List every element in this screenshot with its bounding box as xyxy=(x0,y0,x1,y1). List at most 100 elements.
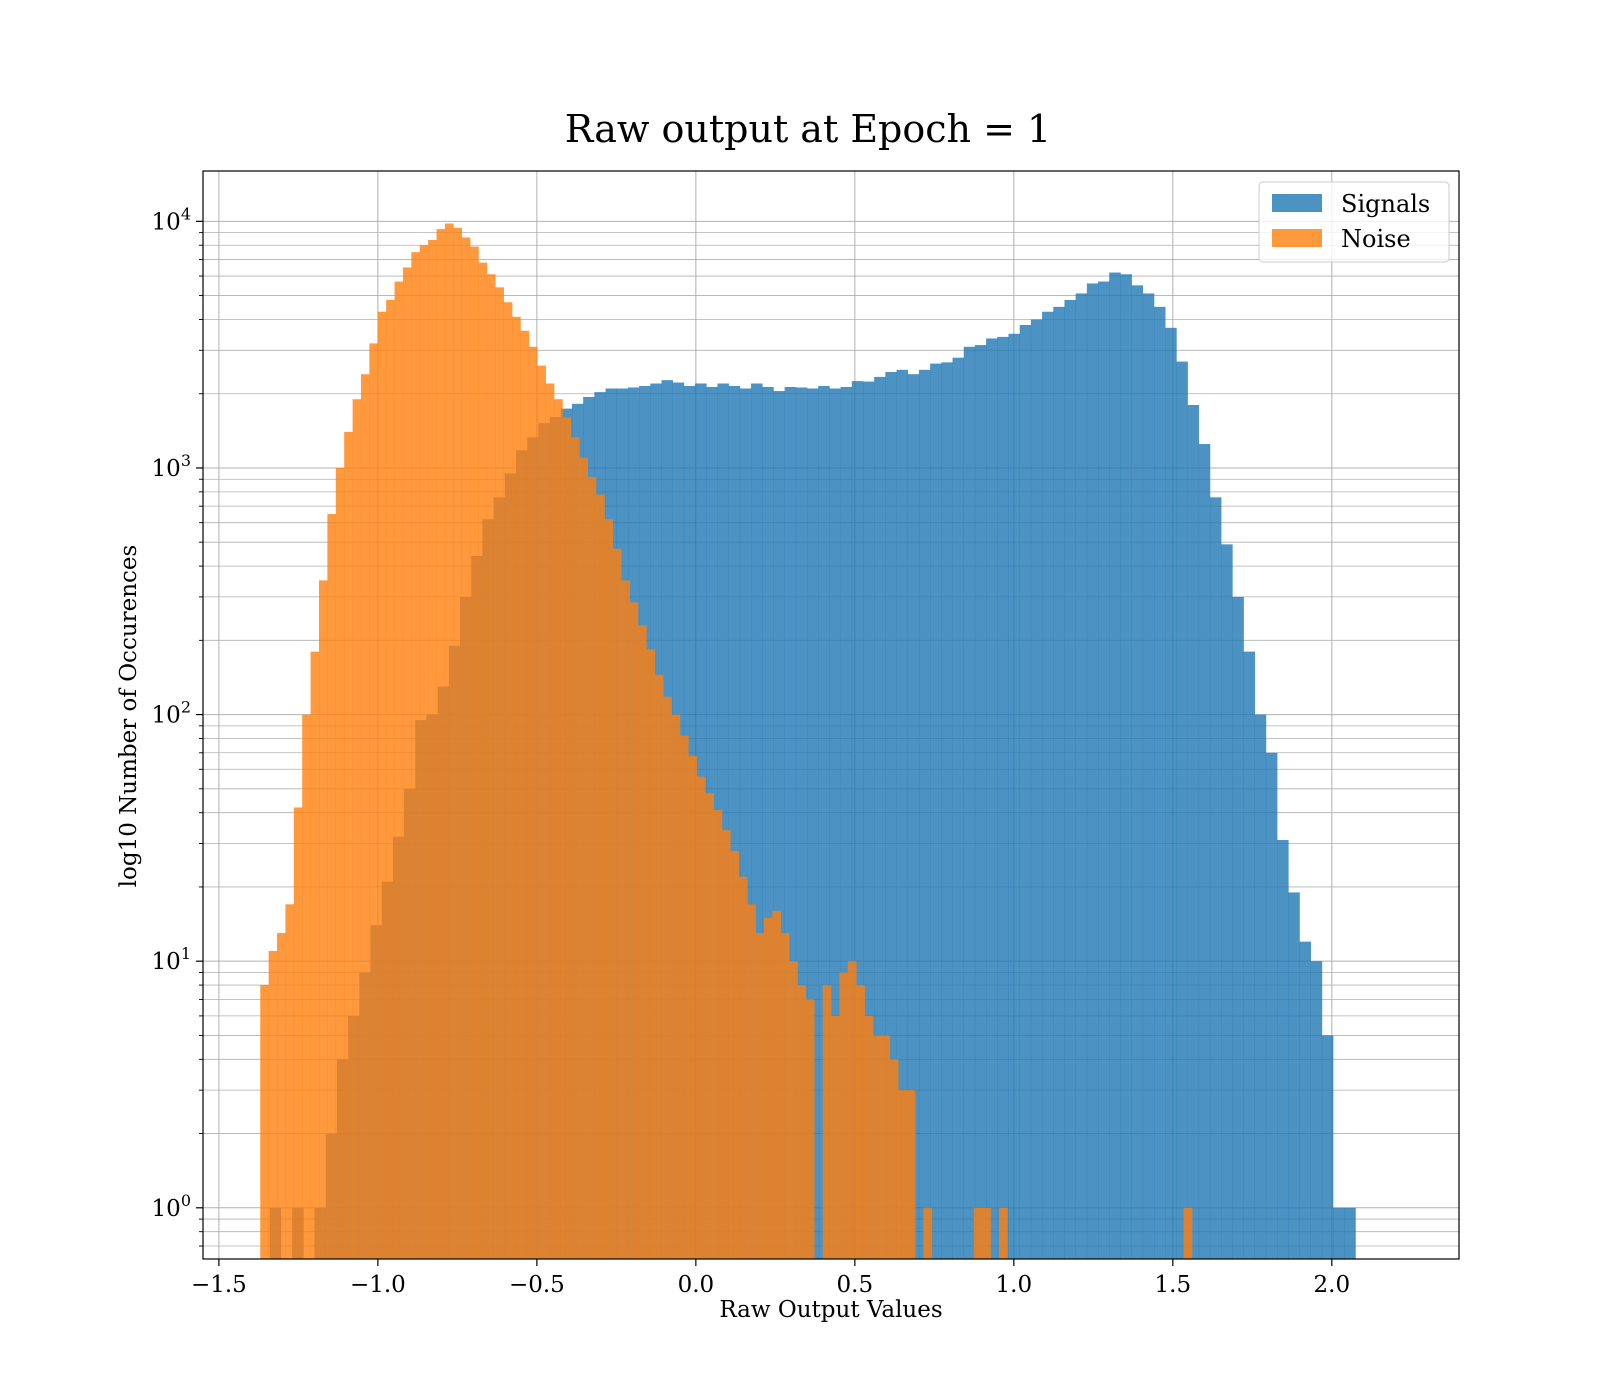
signals-bar xyxy=(952,357,965,1259)
noise-bar xyxy=(688,755,698,1259)
noise-bar xyxy=(344,431,353,1259)
noise-bar xyxy=(612,548,622,1259)
noise-bar xyxy=(805,999,815,1259)
signals-bar xyxy=(1187,405,1200,1259)
signals-bar xyxy=(1109,272,1121,1259)
signals-bar xyxy=(1131,285,1144,1259)
noise-bar xyxy=(629,602,639,1259)
noise-bar xyxy=(461,237,471,1260)
signals-bar xyxy=(1142,293,1155,1260)
signals-bar xyxy=(896,369,909,1259)
noise-bar xyxy=(537,365,546,1259)
signals-bar xyxy=(1310,961,1323,1259)
signals-bar xyxy=(986,338,998,1260)
noise-bar xyxy=(520,330,530,1259)
y-tick-label: 104 xyxy=(152,204,191,235)
signals-bar xyxy=(1321,1035,1334,1259)
noise-bar xyxy=(831,1015,840,1259)
noise-bar xyxy=(663,696,672,1259)
noise-bar xyxy=(478,262,488,1259)
histogram-bars xyxy=(260,223,1356,1260)
noise-bar xyxy=(873,1035,882,1259)
signals-bar xyxy=(717,383,729,1259)
signals-bar xyxy=(974,345,987,1259)
noise-bar xyxy=(352,399,362,1260)
noise-bar xyxy=(906,1090,916,1259)
noise-bar xyxy=(570,437,580,1259)
x-tick-label: 0.0 xyxy=(678,1272,715,1298)
noise-bar xyxy=(822,985,832,1259)
noise-bar xyxy=(696,776,706,1259)
noise-bar xyxy=(604,519,614,1259)
signals-bar xyxy=(795,387,808,1260)
legend-swatch-noise xyxy=(1272,229,1322,247)
noise-bar xyxy=(856,985,865,1259)
axis-ticks: −1.5 −1.0 −0.5 0.0 0.5 1.0 1.5 2.0 100 101 102 103 1… xyxy=(152,204,1351,1298)
chart-title: Raw output at Epoch = 1 xyxy=(565,107,1051,151)
signals-bar xyxy=(997,336,1009,1259)
noise-bar xyxy=(755,933,765,1259)
noise-bar xyxy=(898,1090,907,1259)
signals-bar xyxy=(1254,714,1267,1259)
signals-bar xyxy=(751,383,763,1259)
noise-bar xyxy=(839,972,849,1259)
noise-bar xyxy=(998,1207,1008,1259)
noise-bar xyxy=(319,580,328,1259)
noise-bar xyxy=(402,267,412,1260)
noise-bar xyxy=(847,961,857,1259)
signals-bar xyxy=(818,385,830,1260)
signals-bar xyxy=(728,385,741,1260)
noise-bar xyxy=(587,476,597,1259)
noise-bar xyxy=(545,383,555,1259)
noise-bar xyxy=(705,793,714,1259)
signals-bar xyxy=(851,381,864,1260)
noise-bar xyxy=(268,950,278,1259)
signals-bar xyxy=(1030,319,1043,1260)
noise-bar xyxy=(386,299,395,1259)
noise-bar xyxy=(285,904,295,1259)
signals-bar xyxy=(885,371,897,1260)
signals-bar xyxy=(807,388,819,1259)
noise-bar xyxy=(747,904,756,1259)
noise-bar xyxy=(394,281,404,1259)
signals-bar xyxy=(1154,306,1166,1259)
noise-bar xyxy=(763,917,773,1259)
signals-bar xyxy=(1265,752,1278,1259)
noise-bar xyxy=(327,514,337,1259)
noise-bar xyxy=(495,287,504,1260)
noise-bar xyxy=(738,876,748,1259)
noise-bar xyxy=(512,316,521,1260)
signals-bar xyxy=(1221,544,1233,1259)
legend-label-signals: Signals xyxy=(1341,190,1430,218)
signals-bar xyxy=(829,388,841,1259)
signals-bar xyxy=(1198,444,1211,1259)
signals-bar xyxy=(840,386,853,1260)
signals-bar xyxy=(930,363,942,1260)
signals-bar xyxy=(941,362,953,1259)
y-tick-label: 103 xyxy=(152,451,191,482)
signals-bar xyxy=(1277,840,1289,1259)
signals-bar xyxy=(918,369,931,1259)
noise-bar xyxy=(260,985,269,1259)
x-tick-label: 0.5 xyxy=(837,1272,874,1298)
x-tick-label: −1.0 xyxy=(350,1272,406,1298)
y-tick-label: 101 xyxy=(152,944,191,975)
noise-bar xyxy=(554,399,563,1260)
noise-bar xyxy=(780,933,790,1259)
signals-bar xyxy=(1209,497,1222,1260)
signals-bar xyxy=(862,381,875,1260)
signals-bar xyxy=(1008,333,1020,1259)
noise-bar xyxy=(335,467,345,1259)
noise-bar xyxy=(982,1207,991,1259)
noise-bar xyxy=(1183,1207,1193,1259)
noise-bar xyxy=(621,580,630,1259)
noise-bar xyxy=(277,933,286,1259)
noise-bar xyxy=(453,227,462,1260)
signals-bar xyxy=(1053,306,1065,1259)
signals-bar xyxy=(963,346,976,1259)
noise-bar xyxy=(411,252,421,1259)
noise-bar xyxy=(293,807,303,1259)
signals-bar xyxy=(1288,892,1300,1259)
signals-bar xyxy=(1064,299,1076,1259)
